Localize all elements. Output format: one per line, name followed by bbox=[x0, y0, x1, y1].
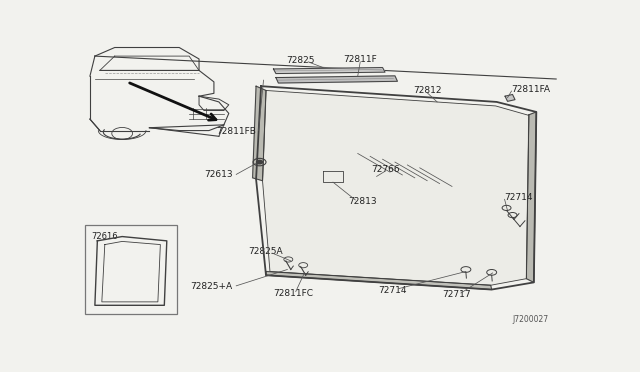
Polygon shape bbox=[253, 86, 266, 181]
Text: 72825+A: 72825+A bbox=[191, 282, 233, 291]
Polygon shape bbox=[505, 94, 515, 101]
Polygon shape bbox=[273, 68, 385, 74]
Text: 72812: 72812 bbox=[413, 86, 442, 95]
Text: 72811F: 72811F bbox=[344, 55, 377, 64]
Polygon shape bbox=[262, 90, 529, 285]
Text: 72825A: 72825A bbox=[249, 247, 284, 256]
Text: 72825: 72825 bbox=[287, 55, 315, 65]
Bar bbox=[85, 225, 177, 314]
Text: 72616: 72616 bbox=[91, 232, 118, 241]
Text: 72613: 72613 bbox=[204, 170, 233, 179]
Polygon shape bbox=[527, 112, 536, 282]
Text: 72714: 72714 bbox=[378, 286, 407, 295]
Text: 72813: 72813 bbox=[348, 197, 377, 206]
Text: 72811FB: 72811FB bbox=[216, 126, 256, 136]
Text: 72714: 72714 bbox=[504, 193, 533, 202]
Text: 72766: 72766 bbox=[371, 165, 399, 174]
Polygon shape bbox=[276, 76, 397, 83]
Text: 72811FC: 72811FC bbox=[273, 289, 314, 298]
Circle shape bbox=[257, 160, 262, 164]
Text: 72811FA: 72811FA bbox=[511, 85, 550, 94]
Polygon shape bbox=[266, 272, 492, 289]
Text: 72717: 72717 bbox=[443, 290, 471, 299]
Text: J7200027: J7200027 bbox=[513, 315, 548, 324]
